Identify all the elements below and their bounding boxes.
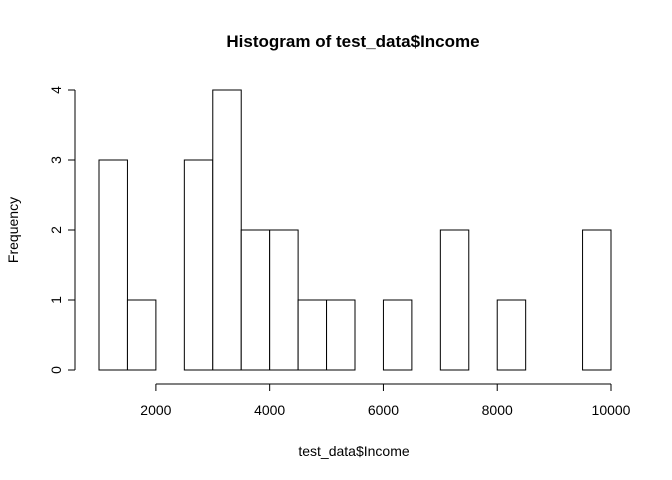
histogram-bar: [326, 299, 356, 371]
histogram-bar: [183, 159, 214, 371]
y-axis-label: Frequency: [5, 197, 21, 263]
histogram-bar: [269, 229, 299, 371]
histogram-bar: [126, 299, 157, 371]
y-axis: 0 1 2 3 4: [48, 86, 76, 374]
x-tick-label: 8000: [482, 402, 513, 418]
y-tick-label: 4: [48, 86, 64, 94]
y-tick-label: 1: [48, 296, 64, 304]
histogram-bar: [98, 159, 128, 371]
y-tick-label: 3: [48, 156, 64, 164]
y-tick-label: 0: [48, 366, 64, 374]
y-tick-label: 2: [48, 226, 64, 234]
bars-group: [98, 89, 612, 371]
x-tick-label: 2000: [140, 402, 171, 418]
histogram-bar: [297, 299, 328, 371]
histogram-bar: [382, 299, 413, 371]
x-tick-label: 4000: [254, 402, 285, 418]
histogram-bar: [496, 299, 527, 371]
x-tick-label: 10000: [592, 402, 631, 418]
histogram-bar: [212, 89, 242, 371]
x-tick-label: 6000: [368, 402, 399, 418]
chart-title: Histogram of test_data$Income: [226, 32, 479, 51]
x-axis-label: test_data$Income: [298, 443, 410, 459]
histogram-bar: [439, 229, 470, 371]
histogram-bar: [582, 229, 612, 371]
histogram-bar: [240, 229, 271, 371]
x-axis: 2000 4000 6000 8000 10000: [140, 383, 631, 418]
